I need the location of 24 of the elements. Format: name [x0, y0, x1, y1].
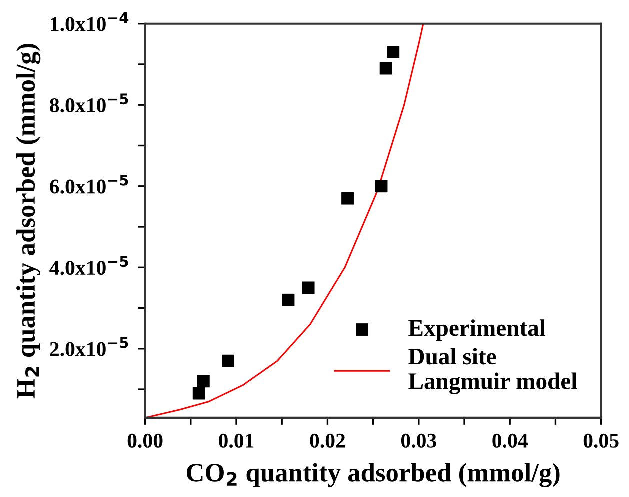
point — [192, 387, 206, 400]
point — [302, 282, 315, 294]
point — [197, 375, 210, 388]
point — [387, 46, 400, 59]
point — [375, 180, 388, 193]
x-tick-label: 0.01 — [219, 434, 254, 448]
point — [342, 192, 354, 205]
y-tick-label: 1.0x10$^{−4}$ — [51, 12, 129, 32]
y-tick-label: 2.0x10$^{−5}$ — [50, 338, 128, 356]
y-axis-title: H$_{2}$ quantity adsorbed (mmol/g) — [16, 44, 41, 399]
x-tick-label: 0.02 — [310, 434, 346, 448]
x-tick-label: 0.00 — [128, 434, 163, 448]
legend-label: Dual site Langmuir model — [408, 348, 578, 394]
x-tick-label: 0.04 — [492, 434, 528, 448]
y-tick-label: 8.0x10$^{−5}$ — [50, 94, 128, 113]
point — [282, 294, 295, 306]
y-tick-label: 4.0x10$^{−5}$ — [50, 256, 128, 276]
legend-label: Experimental — [408, 320, 546, 341]
y-tick-label: 6.0x10$^{−5}$ — [50, 174, 128, 194]
x-tick-label: 0.05 — [584, 434, 619, 448]
point — [222, 354, 235, 368]
x-tick-label: 0.03 — [401, 434, 436, 448]
point — [380, 62, 392, 75]
x-axis-title: CO$_{2}$ quantity adsorbed (mmol/g) — [186, 463, 560, 488]
